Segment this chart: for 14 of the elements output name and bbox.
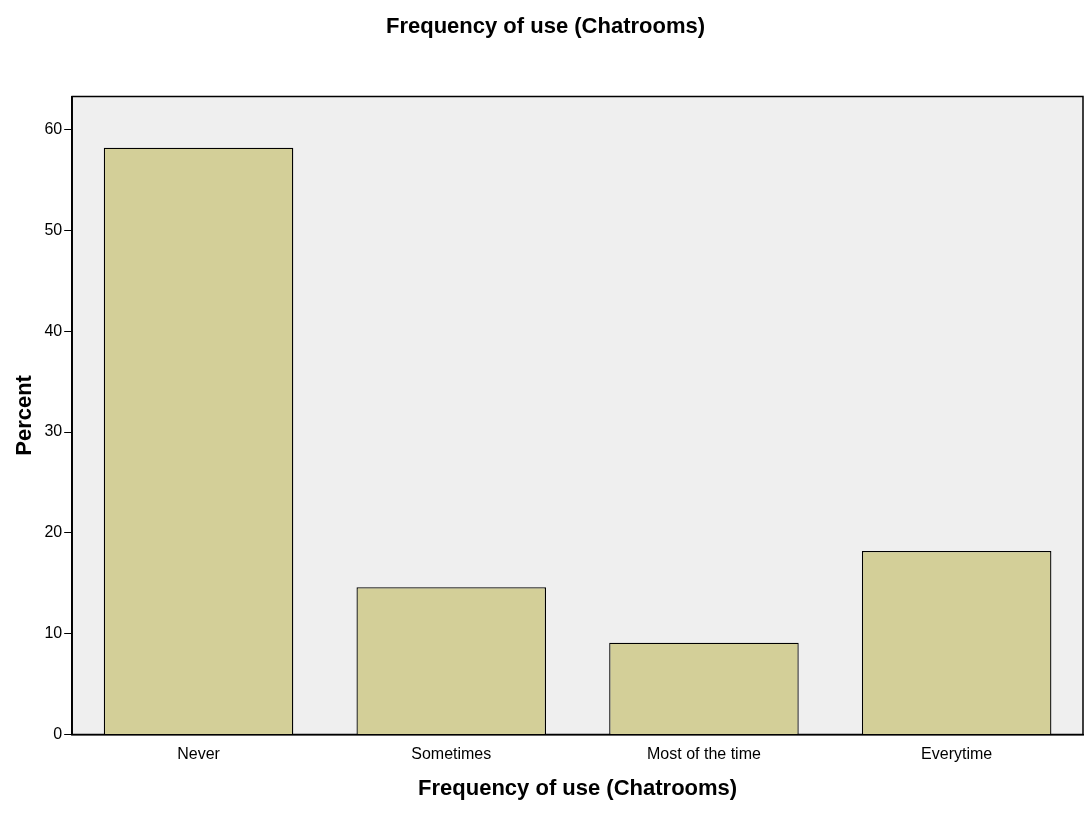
y-tick-label: 20 xyxy=(44,523,63,541)
y-axis-title: Percent xyxy=(11,374,37,456)
chart-title: Frequency of use (Chatrooms) xyxy=(385,13,706,39)
y-tick-label: 10 xyxy=(44,624,63,642)
x-tick-label: Everytime xyxy=(921,745,993,763)
x-tick-label: Sometimes xyxy=(411,745,492,763)
x-tick-label: Most of the time xyxy=(647,745,761,763)
y-tick-label: 40 xyxy=(44,321,63,339)
y-tick-label: 0 xyxy=(53,724,63,742)
y-tick-label: 50 xyxy=(44,220,63,238)
x-axis-title: Frequency of use (Chatrooms) xyxy=(418,774,738,800)
y-tick-label: 60 xyxy=(44,120,63,138)
y-tick-label: 30 xyxy=(44,422,63,440)
x-tick-label: Never xyxy=(177,745,221,763)
